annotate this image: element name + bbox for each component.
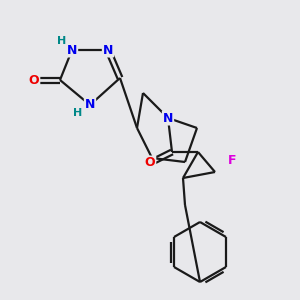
Text: N: N [163,112,173,124]
Text: F: F [228,154,236,166]
Text: N: N [85,98,95,112]
Text: H: H [74,108,82,118]
Text: O: O [145,157,155,169]
Text: O: O [29,74,39,86]
Text: H: H [57,36,67,46]
Text: N: N [103,44,113,56]
Text: N: N [67,44,77,56]
